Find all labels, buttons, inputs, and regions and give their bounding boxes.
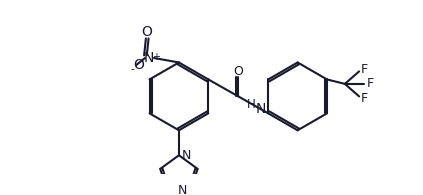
Text: F: F	[361, 92, 368, 105]
Text: -: -	[131, 64, 135, 74]
Text: O: O	[233, 65, 243, 78]
Text: H: H	[247, 98, 256, 111]
Text: +: +	[152, 52, 160, 62]
Text: N: N	[143, 51, 154, 65]
Text: F: F	[361, 63, 368, 76]
Text: N: N	[255, 102, 266, 116]
Text: N: N	[178, 184, 187, 195]
Text: F: F	[367, 77, 374, 90]
Text: O: O	[141, 25, 152, 39]
Text: N: N	[181, 149, 191, 162]
Text: O: O	[133, 58, 144, 72]
